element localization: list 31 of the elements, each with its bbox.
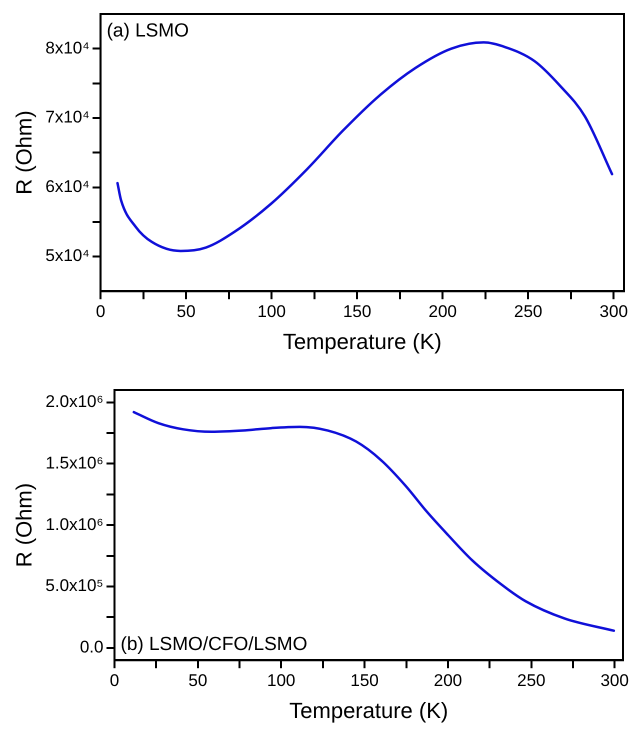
y-tick-label: 5x10⁴ [45, 246, 90, 266]
x-tick-label: 50 [176, 302, 196, 322]
x-tick-label: 250 [514, 302, 542, 322]
x-axis-title: Temperature (K) [289, 698, 448, 723]
y-axis-title: R (Ohm) [11, 110, 36, 195]
y-tick-label: 1.5x10⁶ [45, 453, 104, 472]
y-tick-label: 8x10⁴ [45, 38, 90, 58]
y-tick-label: 1.0x10⁶ [45, 514, 104, 534]
x-tick-label: 300 [600, 302, 628, 322]
x-tick-label: 100 [267, 671, 296, 690]
annotation: (b) LSMO/CFO/LSMO [120, 634, 308, 655]
y-tick-label: 6x10⁴ [45, 176, 90, 196]
annotation: (a) LSMO [106, 20, 189, 42]
x-tick-label: 300 [600, 671, 629, 690]
x-tick-label: 150 [350, 671, 379, 690]
y-tick-label: 0.0 [80, 638, 104, 657]
line-series [132, 410, 616, 632]
y-tick-label: 2.0x10⁶ [45, 392, 104, 411]
x-tick-label: 0 [96, 302, 106, 322]
x-axis-title: Temperature (K) [282, 328, 442, 354]
x-tick-label: 150 [342, 302, 372, 322]
x-tick-label: 250 [517, 671, 546, 690]
x-tick-label: 0 [110, 671, 120, 690]
line-series [116, 41, 614, 252]
y-axis-title: R (Ohm) [11, 482, 36, 568]
y-tick-label: 7x10⁴ [45, 108, 90, 127]
x-tick-label: 200 [428, 302, 457, 322]
x-tick-label: 200 [434, 671, 462, 690]
x-tick-label: 50 [188, 671, 208, 690]
x-tick-label: 100 [257, 302, 286, 322]
y-tick-label: 5.0x10⁵ [45, 576, 104, 596]
